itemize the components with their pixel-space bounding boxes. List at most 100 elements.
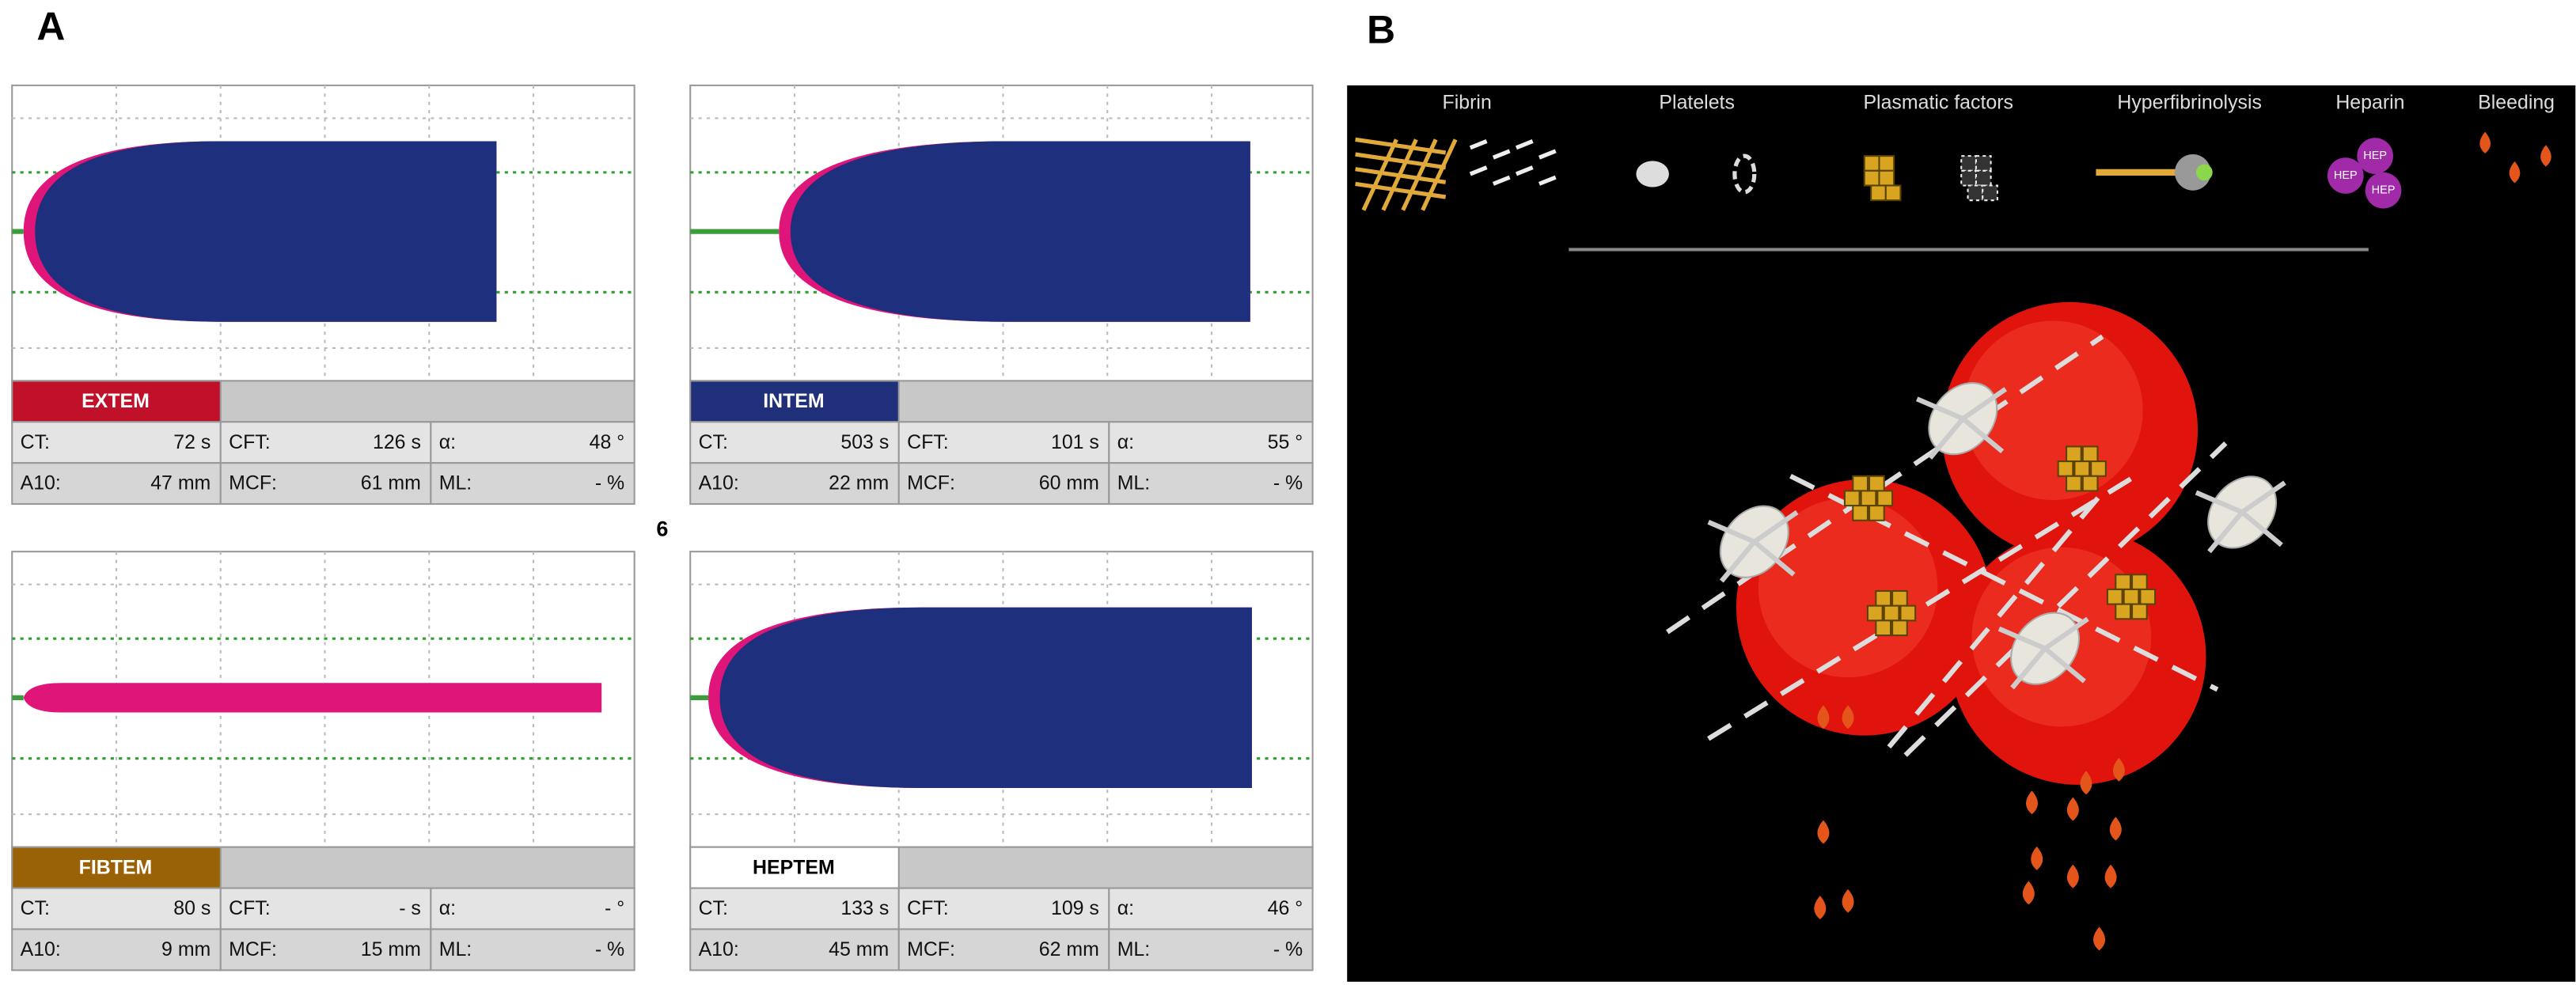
param-cell: [430, 928, 635, 972]
blood-drop: [1817, 820, 1830, 844]
param-label: MCF:: [229, 938, 277, 960]
param-value: - %: [1273, 472, 1303, 494]
pseudopod: [2240, 510, 2283, 547]
blood-drop: [2112, 757, 2125, 782]
param-cell: [1108, 421, 1314, 464]
param-label: CT:: [699, 897, 728, 919]
factor-cube: [1878, 155, 1895, 172]
param-label: CT:: [21, 431, 50, 453]
clot-curve: [719, 607, 1252, 788]
pseudopod: [1752, 540, 1796, 577]
param-value: - %: [595, 938, 624, 960]
param-value: 126 s: [373, 431, 421, 453]
param-cell: [897, 421, 1110, 464]
blood-drop: [1842, 705, 1854, 729]
pseudopod: [1997, 626, 2047, 651]
factor-cube: [1863, 169, 1880, 187]
param-cell: [11, 462, 222, 506]
test-label-bg: [11, 846, 222, 889]
fibrin-fiber: [1887, 491, 2105, 749]
test-name: INTEM: [763, 390, 824, 412]
factor-cube: [1870, 184, 1887, 202]
param-value: 133 s: [840, 897, 889, 919]
pseudopod: [1928, 417, 1965, 460]
factor-cube: [1863, 155, 1880, 172]
heparin-ball: [2357, 138, 2393, 174]
param-cell: [219, 887, 432, 930]
factor-cube: [1876, 490, 1894, 507]
pseudopod: [2240, 480, 2286, 514]
clot-curve: [790, 141, 1250, 322]
category-label: Hyperfibrinolysis: [2117, 91, 2262, 113]
factor-cube: [1843, 490, 1861, 507]
param-value: 80 s: [173, 897, 211, 919]
param-cell: [689, 462, 900, 506]
param-value: 72 s: [173, 431, 211, 453]
param-value: 109 s: [1051, 897, 1099, 919]
param-label: ML:: [1117, 472, 1151, 494]
page-number: 6: [656, 517, 668, 540]
param-cell: [689, 928, 900, 972]
blood-drop: [1817, 705, 1830, 729]
blood-drop: [2093, 926, 2106, 951]
param-value: 61 mm: [361, 472, 421, 494]
param-value: 15 mm: [361, 938, 421, 960]
param-label: A10:: [21, 938, 61, 960]
param-value: - °: [605, 897, 624, 919]
fibrin-fragment: [1469, 165, 1488, 176]
factor-cube: [2066, 475, 2082, 492]
heparin-text: HEP: [2372, 184, 2396, 197]
blood-drop: [2109, 816, 2122, 841]
param-label: ML:: [439, 472, 472, 494]
param-value: 55 °: [1268, 431, 1303, 453]
fibrin-fragment: [1515, 165, 1534, 176]
clot-curve: [23, 683, 602, 713]
pseudopod: [2043, 646, 2086, 684]
param-value: 47 mm: [150, 472, 211, 494]
blood-drop: [1814, 896, 1827, 919]
param-label: A10:: [21, 472, 61, 494]
fibrin-fragment: [1515, 139, 1534, 150]
param-label: A10:: [699, 938, 739, 960]
param-label: CFT:: [229, 431, 271, 453]
factor-cube: [2090, 460, 2107, 477]
pseudopod: [1707, 519, 1756, 544]
factor-cube-inactive: [1960, 155, 1977, 172]
fibrin-strand: [1361, 138, 1398, 211]
test-name: FIBTEM: [79, 856, 153, 878]
param-label: MCF:: [229, 472, 277, 494]
fibrin-fragment: [1492, 175, 1511, 186]
pseudopod: [2043, 616, 2089, 651]
test-name: EXTEM: [82, 390, 150, 412]
param-value: - %: [1273, 938, 1303, 960]
param-cell: [897, 887, 1110, 930]
factor-cube: [2057, 460, 2074, 477]
blood-drop: [2509, 161, 2521, 184]
fibrin-strand: [1381, 138, 1418, 211]
blood-drop: [2080, 771, 2092, 795]
param-label: CFT:: [907, 431, 949, 453]
blood-drop: [2104, 864, 2117, 888]
param-cell: [897, 928, 1110, 972]
blood-drop: [1842, 888, 1854, 913]
label-b: B: [1367, 8, 1395, 52]
category-label: Heparin: [2335, 91, 2404, 113]
blood-drop: [2066, 864, 2079, 888]
fibrin-strand: [1421, 138, 1458, 211]
factor-cube: [1891, 589, 1908, 607]
factor-cube: [1860, 490, 1877, 507]
param-cell: [430, 462, 635, 506]
param-label: CFT:: [907, 897, 949, 919]
factor-cube-inactive: [1967, 184, 1984, 202]
test-label-bg: [689, 380, 900, 423]
factor-cube: [2106, 588, 2123, 605]
factor-cube-inactive: [1960, 169, 1977, 187]
param-value: 48 °: [590, 431, 625, 453]
param-value: 22 mm: [829, 472, 889, 494]
fibrin-strand: [1355, 137, 1447, 155]
fibrin-fiber: [1903, 441, 2228, 757]
heparin-text: HEP: [2363, 150, 2387, 162]
pseudopod: [2010, 646, 2047, 690]
pseudopod: [2207, 510, 2244, 554]
